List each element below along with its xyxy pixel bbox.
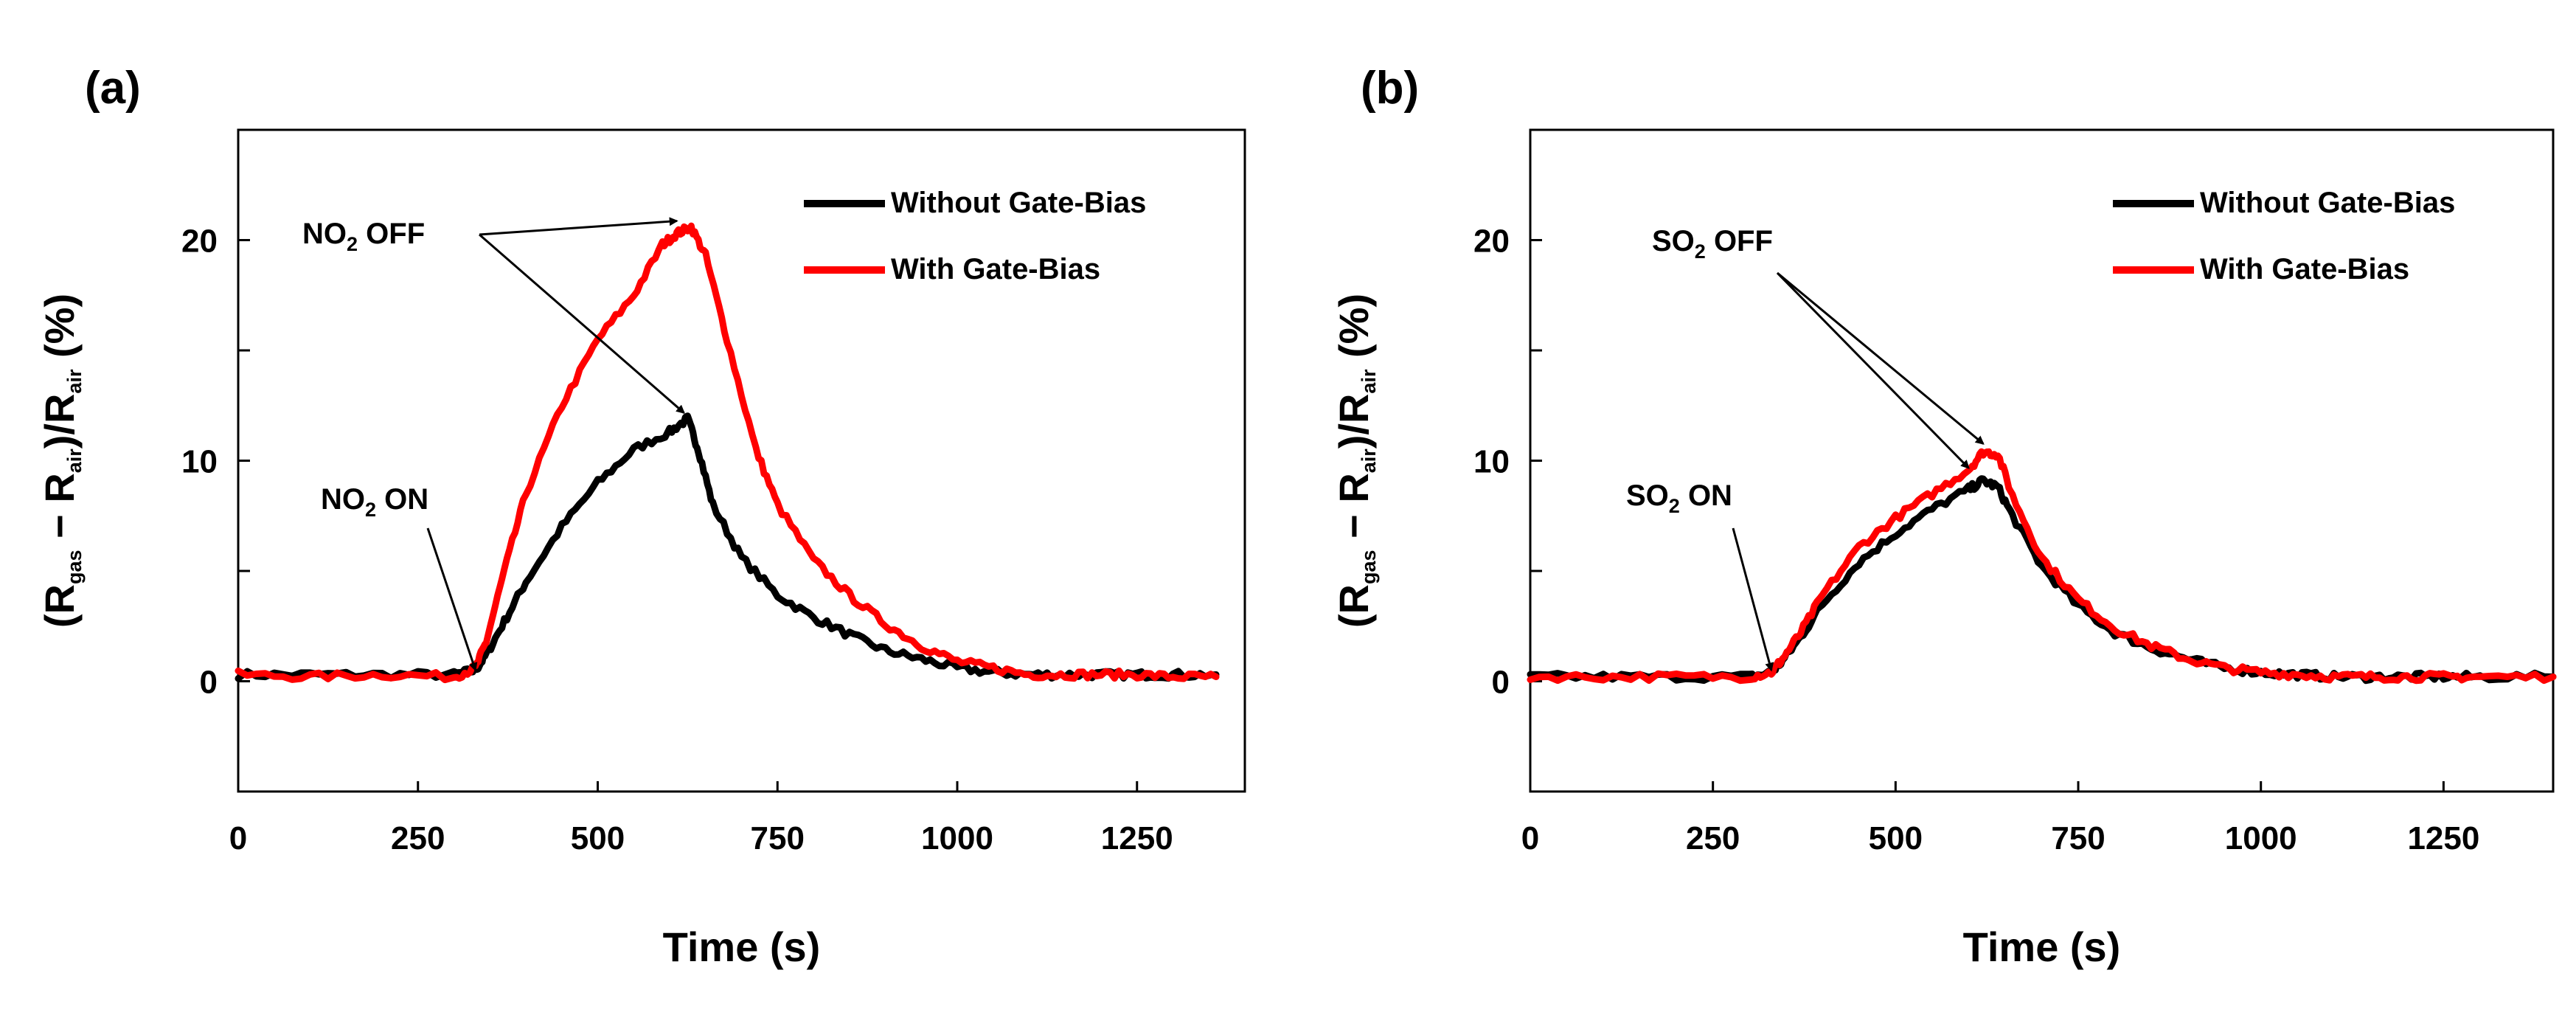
x-axis-label: Time (s) — [1963, 924, 2121, 970]
annotation-off: SO2 OFF — [1652, 225, 1773, 263]
annotation-off-arrow — [1776, 271, 1970, 469]
legend-entry: Without Gate-Bias — [2200, 187, 2455, 219]
annotation-off-arrow — [479, 217, 678, 236]
annotation-on: NO2 ON — [321, 483, 428, 521]
x-tick-label: 0 — [1521, 820, 1539, 856]
series-line-with-gate-bias — [235, 222, 1220, 684]
y-tick-label: 20 — [1473, 224, 1510, 260]
y-tick-label: 0 — [200, 665, 218, 701]
x-tick-label: 500 — [1869, 820, 1923, 856]
x-tick-label: 1000 — [921, 820, 993, 856]
annotation-on: SO2 ON — [1626, 479, 1732, 517]
x-tick-label: 250 — [1686, 820, 1740, 856]
x-tick-label: 750 — [2051, 820, 2105, 856]
annotation-on-arrow — [426, 527, 478, 672]
legend-entry: With Gate-Bias — [891, 253, 1100, 285]
x-tick-label: 1000 — [2225, 820, 2297, 856]
panel-label: (a) — [85, 63, 141, 114]
x-axis-label: Time (s) — [663, 924, 821, 970]
annotation-off-arrow — [479, 233, 686, 415]
y-axis-label: (Rgas − Rair)/Rair (%) — [36, 294, 86, 628]
chart-panel-b: 0 10 20 0 250 500 750 1000 1250 Time (s) (Rgas − R… — [1330, 63, 2557, 970]
series-line-without-gate-bias — [235, 412, 1220, 682]
x-tick-label: 750 — [751, 820, 805, 856]
legend-entry: With Gate-Bias — [2200, 253, 2409, 285]
legend-entry: Without Gate-Bias — [891, 187, 1146, 219]
y-tick-label: 10 — [1473, 444, 1510, 480]
annotation-off: NO2 OFF — [302, 218, 425, 255]
y-tick-label: 0 — [1492, 665, 1510, 701]
annotation-off-arrow — [1777, 271, 1985, 445]
series-line-with-gate-bias — [1527, 448, 2557, 685]
x-tick-label: 1250 — [2407, 820, 2479, 856]
x-tick-label: 500 — [571, 820, 625, 856]
x-tick-label: 0 — [229, 820, 247, 856]
x-tick-label: 250 — [391, 820, 445, 856]
y-axis-label: (Rgas − Rair)/Rair (%) — [1330, 294, 1380, 628]
x-tick-label: 1250 — [1101, 820, 1173, 856]
y-tick-label: 20 — [181, 224, 218, 260]
y-tick-label: 10 — [181, 444, 218, 480]
chart-panel-a: 0 10 20 0 250 500 750 1000 1250 Time (s) (Rgas − R… — [36, 63, 1246, 970]
panel-label: (b) — [1361, 63, 1419, 114]
annotation-on-arrow — [1732, 527, 1774, 672]
